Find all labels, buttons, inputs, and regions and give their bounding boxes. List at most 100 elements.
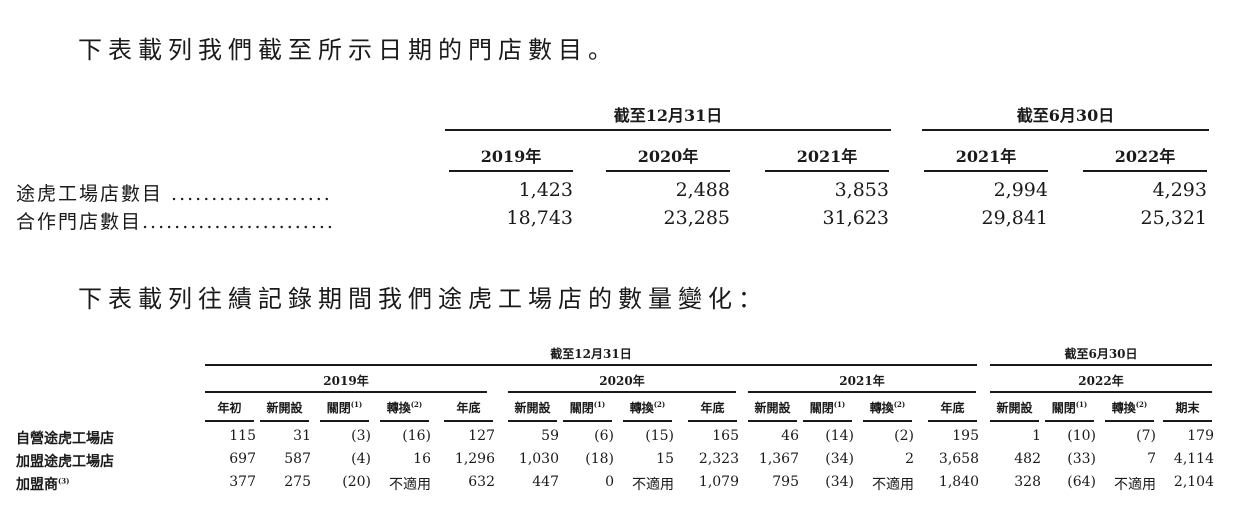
column-header: 2021年	[796, 147, 858, 166]
table-cell: (16)	[402, 428, 431, 444]
column-rule	[688, 420, 737, 422]
year-header: 2019年	[323, 374, 369, 388]
table-cell: 31,623	[822, 207, 889, 229]
year-header: 2020年	[599, 374, 645, 388]
column-rule	[508, 420, 557, 422]
intro-paragraph-2: 下表載列往績記錄期間我們途虎工場店的數量變化：	[78, 285, 768, 313]
column-rule	[380, 420, 429, 422]
row-label: 加盟途虎工場店	[16, 454, 114, 470]
table-cell: (20)	[342, 474, 371, 490]
table-cell: 31	[293, 428, 311, 444]
table-cell: (6)	[594, 428, 614, 444]
table-cell: 2,104	[1173, 474, 1214, 490]
column-header: 年底	[456, 401, 481, 415]
table-cell: (34)	[825, 474, 854, 490]
column-rule	[990, 420, 1039, 422]
column-header: 2022年	[1114, 147, 1176, 166]
table-cell: 1,030	[518, 451, 559, 467]
table-cell: 29,841	[981, 207, 1048, 229]
column-header: 關閉(1)	[569, 400, 606, 415]
row-label-tuhu-workshop-count: 途虎工場店數目 ....................	[16, 183, 332, 205]
table-cell: 18,743	[506, 207, 573, 229]
column-header: 新開設	[266, 401, 303, 415]
row-label: 自營途虎工場店	[16, 431, 114, 447]
table-cell: 1,296	[454, 451, 495, 467]
table-cell: 1,423	[518, 179, 573, 201]
table-cell: (34)	[825, 451, 854, 467]
column-header: 年底	[940, 401, 965, 415]
table-cell: 2	[905, 451, 914, 467]
group-rule-year-end	[445, 129, 891, 131]
year-header: 2021年	[839, 374, 885, 388]
table-cell: (7)	[1136, 428, 1156, 444]
table-cell: 587	[284, 451, 311, 467]
column-rule	[1163, 420, 1212, 422]
column-header: 新開設	[996, 401, 1033, 415]
column-rule	[863, 420, 912, 422]
table-cell: (2)	[894, 428, 914, 444]
year-header: 2022年	[1078, 374, 1124, 388]
table-cell: 275	[284, 474, 311, 490]
year-rule	[205, 391, 487, 393]
column-rule	[260, 420, 309, 422]
table-cell: 482	[1014, 451, 1041, 467]
table-cell: 3,853	[834, 179, 889, 201]
table-cell: 23,285	[663, 207, 730, 229]
column-header: 2021年	[955, 147, 1017, 166]
table-cell: 1	[1032, 428, 1041, 444]
table-cell: (3)	[351, 428, 371, 444]
table-cell: (10)	[1067, 428, 1096, 444]
year-rule	[748, 391, 976, 393]
table-cell: 2,994	[993, 179, 1048, 201]
row-label-partner-store-count: 合作門店數目........................	[16, 211, 335, 233]
column-rule	[623, 420, 672, 422]
table-cell: 7	[1147, 451, 1156, 467]
column-rule	[924, 170, 1048, 172]
column-header: 新開設	[754, 401, 791, 415]
column-rule	[928, 420, 977, 422]
group-header-june: 截至6月30日	[1016, 106, 1115, 125]
table-cell: (14)	[825, 428, 854, 444]
column-rule	[765, 170, 889, 172]
column-header: 2019年	[480, 147, 542, 166]
column-header: 關閉(1)	[809, 400, 846, 415]
group-header-year-end: 截至12月31日	[550, 347, 632, 361]
column-rule	[748, 420, 797, 422]
column-rule	[320, 420, 369, 422]
table-cell: (4)	[351, 451, 371, 467]
table-cell: (33)	[1067, 451, 1096, 467]
table-cell: 0	[605, 474, 614, 490]
table-cell: 4,293	[1152, 179, 1207, 201]
column-rule	[803, 420, 852, 422]
table-cell: 4,114	[1173, 451, 1214, 467]
table-cell: 165	[712, 428, 739, 444]
column-rule	[1083, 170, 1207, 172]
table-cell: (15)	[645, 428, 674, 444]
table-cell: 不適用	[389, 477, 431, 493]
group-header-year-end: 截至12月31日	[613, 106, 723, 125]
column-rule	[205, 420, 254, 422]
table-cell: 1,840	[938, 474, 979, 490]
table-cell: 377	[229, 474, 256, 490]
column-rule	[1045, 420, 1094, 422]
column-rule	[563, 420, 612, 422]
column-rule	[606, 170, 730, 172]
column-header: 關閉(1)	[326, 400, 363, 415]
table-cell: 632	[468, 474, 495, 490]
table-cell: (64)	[1067, 474, 1096, 490]
table-cell: 不適用	[632, 477, 674, 493]
column-header: 轉換(2)	[869, 400, 906, 415]
group-rule-june	[922, 129, 1209, 131]
table-cell: 16	[413, 451, 431, 467]
column-rule	[1105, 420, 1154, 422]
column-rule	[449, 170, 573, 172]
table-cell: 3,658	[938, 451, 979, 467]
column-header: 轉換(2)	[629, 400, 666, 415]
column-header: 新開設	[514, 401, 551, 415]
table-cell: 328	[1014, 474, 1041, 490]
table-cell: 15	[656, 451, 674, 467]
table-cell: 不適用	[1114, 477, 1156, 493]
table-cell: 195	[952, 428, 979, 444]
group-rule-year-end	[205, 364, 977, 366]
column-header: 2020年	[637, 147, 699, 166]
